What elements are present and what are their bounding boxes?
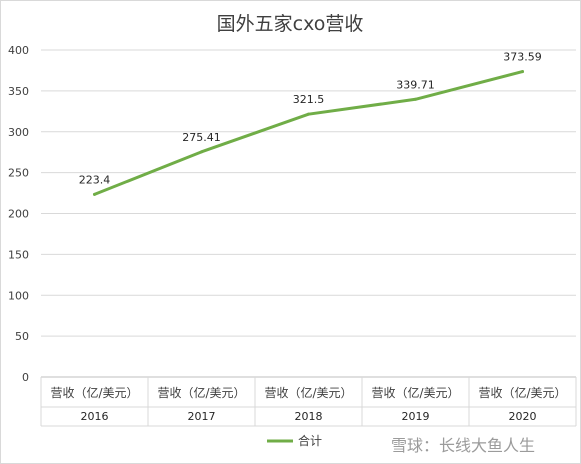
y-tick-label-200: 200 <box>8 208 29 221</box>
grid-layer <box>41 49 576 337</box>
y-tick-label-100: 100 <box>8 289 29 302</box>
data-point-2018 <box>307 112 310 116</box>
chart-title: 国外五家cxo营收 <box>217 13 364 35</box>
watermark-text: 雪球：长线大鱼人生 <box>391 436 535 455</box>
data-point-2016 <box>93 192 96 196</box>
x-tick-sublabel-2018: 营收（亿/美元） <box>264 385 352 400</box>
data-label-2020: 373.59 <box>503 51 542 64</box>
data-label-2018: 321.5 <box>293 93 325 106</box>
data-point-2020 <box>521 70 524 74</box>
y-tick-label-0: 0 <box>22 371 29 384</box>
axis-layer: 0 50 100 150 200 250 300 350 400 营收（亿/美元） 2016 营收（亿… <box>8 44 577 427</box>
data-label-2016: 223.4 <box>79 173 111 186</box>
series-line-0 <box>93 70 524 196</box>
data-label-2017: 275.41 <box>182 131 221 144</box>
y-tick-label-50: 50 <box>15 330 29 343</box>
x-tick-label-2019: 2019 <box>402 410 430 423</box>
x-tick-label-2017: 2017 <box>188 410 216 423</box>
y-tick-label-150: 150 <box>8 248 29 261</box>
legend: 合计 <box>267 433 322 448</box>
y-tick-label-250: 250 <box>8 167 29 180</box>
x-tick-sublabel-2019: 营收（亿/美元） <box>371 385 459 400</box>
y-tick-label-300: 300 <box>8 126 29 139</box>
data-label-2019: 339.71 <box>396 78 435 91</box>
legend-label-total: 合计 <box>298 433 322 448</box>
x-tick-sublabel-2016: 营收（亿/美元） <box>50 385 138 400</box>
x-tick-label-2020: 2020 <box>509 410 537 423</box>
watermark: 雪球：长线大鱼人生 <box>391 436 535 455</box>
y-tick-label-400: 400 <box>8 44 29 57</box>
label-layer: 223.4 275.41 321.5 339.71 373.59 <box>79 51 542 187</box>
data-point-2017 <box>200 150 203 154</box>
y-tick-label-350: 350 <box>8 85 29 98</box>
x-tick-label-2018: 2018 <box>295 410 323 423</box>
data-point-2019 <box>414 97 417 101</box>
x-tick-label-2016: 2016 <box>81 410 109 423</box>
series-layer <box>93 70 524 196</box>
x-tick-sublabel-2020: 营收（亿/美元） <box>478 385 566 400</box>
x-tick-sublabel-2017: 营收（亿/美元） <box>157 385 245 400</box>
